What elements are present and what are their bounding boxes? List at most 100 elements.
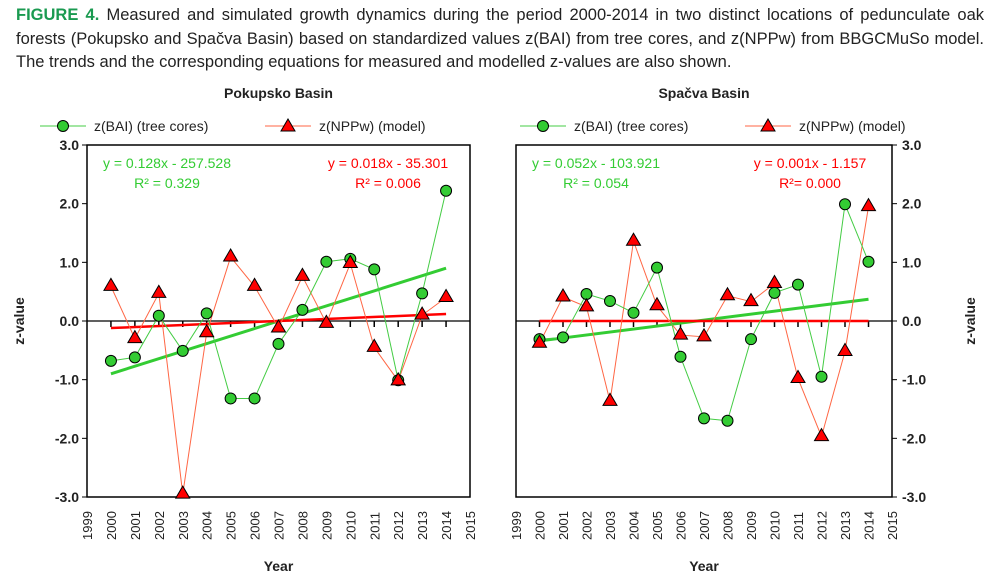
npp-point [578, 297, 595, 312]
npp-point [198, 323, 215, 338]
y-tick-label: 3.0 [60, 137, 80, 153]
bai-point [248, 392, 261, 405]
x-tick-label: 2008 [721, 511, 736, 540]
x-tick-label: 2011 [367, 512, 382, 540]
bai-point [815, 370, 828, 383]
npp-point [414, 306, 430, 320]
bai-point [651, 261, 663, 274]
bai-point [320, 255, 333, 268]
bai-point [862, 255, 875, 268]
legend-circle-marker [537, 120, 549, 132]
y-tick-label: -3.0 [902, 489, 926, 505]
y-tick-label: -2.0 [55, 430, 79, 446]
x-tick-label: 2001 [128, 511, 143, 540]
bai-trend-equation: y = 0.052x - 103.921 [532, 155, 660, 171]
legend-label: z(NPPw) (model) [319, 118, 426, 134]
npp-point [318, 314, 335, 328]
chart-title: Spačva Basin [658, 85, 749, 101]
npp-point [103, 277, 119, 291]
x-axis-title: Year [689, 558, 719, 574]
x-tick-label: 2008 [295, 511, 310, 540]
x-tick-label: 2005 [650, 511, 665, 540]
npp-point [837, 342, 853, 357]
npp-point [366, 338, 383, 352]
x-tick-label: 2013 [415, 511, 430, 540]
bai-point [627, 306, 640, 319]
bai-trend-equation: y = 0.128x - 257.528 [103, 155, 231, 171]
bai-point [152, 309, 165, 322]
npp-point [294, 267, 311, 281]
x-tick-label: 2001 [556, 511, 571, 540]
x-tick-label: 2003 [176, 511, 191, 540]
npp-point [649, 296, 665, 311]
bai-point [839, 198, 851, 211]
bai-point [200, 307, 213, 320]
chart-0: Pokupsko Basin z(BAI) (tree cores) z(NPPw)… [11, 85, 478, 574]
bai-point [104, 354, 117, 367]
x-tick-label: 2015 [885, 511, 900, 540]
npp-point [743, 292, 759, 307]
npp-point [813, 427, 830, 442]
bai-point [368, 263, 381, 276]
npp-trend-equation: y = 0.001x - 1.157 [754, 155, 867, 171]
figure-label: FIGURE 4. [16, 6, 100, 24]
npp-point [766, 274, 783, 288]
y-axis-title: z-value [962, 297, 978, 345]
y-tick-label: 1.0 [60, 254, 80, 270]
x-tick-label: 2012 [391, 511, 406, 540]
x-tick-label: 2007 [697, 511, 712, 540]
npp-point [438, 288, 454, 303]
legend-triangle-marker [760, 118, 776, 132]
x-tick-label: 2011 [791, 512, 806, 540]
npp-point [270, 319, 287, 333]
npp-trend-r2: R² = 0.006 [355, 175, 421, 191]
npp-point [390, 371, 407, 386]
npp-point [625, 232, 642, 246]
x-tick-label: 2002 [152, 511, 167, 540]
x-tick-label: 2004 [627, 511, 642, 540]
bai-point [557, 331, 569, 344]
y-axis-title: z-value [11, 297, 27, 345]
npp-point [696, 327, 712, 342]
bai-point [440, 184, 453, 197]
npp-point [555, 287, 571, 302]
bai-point [580, 288, 593, 301]
caption-text: Measured and simulated growth dynamics d… [16, 6, 984, 71]
bai-point [416, 287, 429, 300]
y-tick-label: 0.0 [60, 313, 80, 329]
npp-point [719, 286, 736, 301]
x-tick-label: 1999 [509, 511, 524, 540]
figure-caption: FIGURE 4. Measured and simulated growth … [16, 4, 984, 75]
npp-point [672, 326, 689, 340]
bai-point [296, 303, 309, 316]
npp-point [860, 197, 877, 212]
legend-label: z(NPPw) (model) [799, 118, 906, 134]
x-tick-label: 2009 [319, 511, 334, 540]
y-tick-label: -3.0 [55, 489, 79, 505]
npp-point [531, 334, 548, 348]
npp-point [790, 369, 806, 383]
x-tick-label: 2002 [580, 511, 595, 540]
x-axis-title: Year [264, 558, 294, 574]
bai-point [768, 286, 781, 299]
chart-1: Spačva Basin z(BAI) (tree cores) z(NPPw) (… [509, 85, 978, 574]
x-tick-label: 2010 [343, 511, 358, 540]
y-tick-label: 1.0 [902, 254, 922, 270]
npp-point [150, 284, 167, 298]
y-tick-label: -2.0 [902, 430, 926, 446]
npp-trend-r2: R²= 0.000 [779, 175, 841, 191]
x-tick-label: 2004 [200, 511, 215, 540]
legend-triangle-marker [280, 118, 296, 132]
npp-point [246, 277, 263, 291]
x-tick-label: 2009 [744, 511, 759, 540]
npp-point [222, 248, 239, 262]
legend-label: z(BAI) (tree cores) [94, 118, 208, 134]
bai-point [604, 295, 616, 308]
bai-point [792, 278, 804, 291]
x-tick-label: 2012 [815, 511, 830, 540]
y-tick-label: 0.0 [902, 313, 922, 329]
x-tick-label: 2013 [838, 511, 853, 540]
legend-circle-marker [57, 120, 69, 132]
bai-point [128, 351, 141, 364]
